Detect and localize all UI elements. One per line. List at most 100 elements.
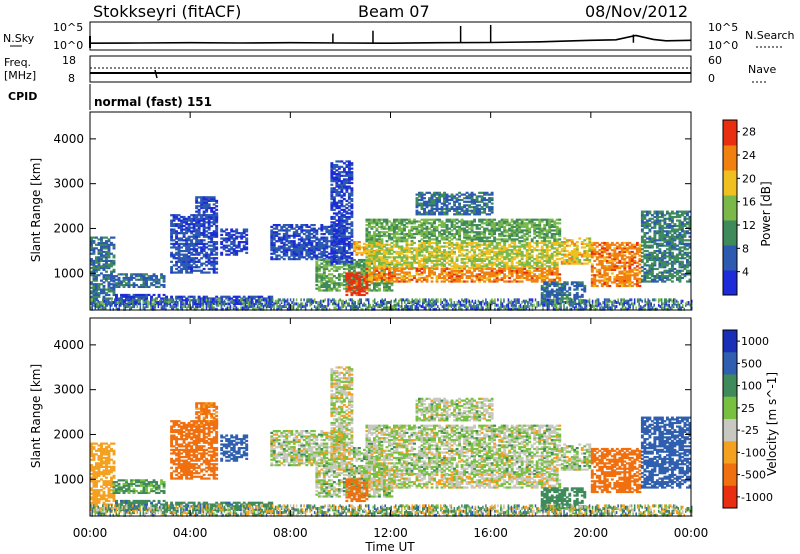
- power-cell: [232, 295, 236, 298]
- power-cell: [357, 241, 361, 244]
- power-cell: [302, 243, 306, 246]
- power-cell: [100, 236, 103, 239]
- power-cell: [560, 297, 564, 300]
- power-cell: [275, 250, 279, 254]
- power-cell: [192, 215, 196, 219]
- power-cell: [403, 234, 406, 237]
- power-cell: [382, 243, 386, 246]
- power-cell: [102, 241, 106, 245]
- power-cell: [375, 229, 379, 232]
- power-cell: [105, 261, 108, 264]
- power-cell: [240, 249, 244, 253]
- power-cell: [315, 278, 319, 281]
- power-cell: [475, 258, 479, 261]
- power-cell: [573, 293, 577, 297]
- power-cell: [365, 288, 369, 291]
- power-cell: [400, 275, 404, 278]
- power-cell: [212, 206, 216, 210]
- power-cell: [300, 249, 304, 252]
- power-cell: [350, 251, 354, 254]
- power-cell: [215, 215, 219, 219]
- power-cell: [342, 208, 346, 211]
- power-cell: [390, 238, 394, 241]
- power-cell: [408, 247, 411, 250]
- power-cell: [320, 289, 324, 292]
- power-cell: [322, 266, 326, 269]
- power-cell: [550, 266, 554, 270]
- power-cell: [470, 197, 474, 200]
- power-cell: [498, 273, 502, 276]
- power-cell: [500, 249, 504, 252]
- power-cell: [207, 196, 211, 199]
- power-cell: [530, 240, 534, 243]
- power-cell: [450, 280, 454, 283]
- power-cell: [433, 273, 436, 276]
- power-cell: [405, 280, 409, 283]
- power-cell: [180, 258, 184, 262]
- power-cell: [110, 283, 113, 286]
- power-cell: [403, 263, 406, 266]
- power-cell: [423, 258, 426, 261]
- power-cell: [483, 259, 487, 263]
- power-cell: [583, 262, 587, 265]
- power-cell: [528, 222, 532, 225]
- power-cell: [558, 297, 562, 300]
- power-cell: [460, 241, 464, 245]
- power-cell: [458, 271, 462, 274]
- power-cell: [347, 235, 351, 238]
- power-cell: [232, 241, 236, 244]
- power-cell: [533, 236, 537, 239]
- power-cell: [317, 285, 321, 289]
- power-cell: [553, 223, 557, 227]
- power-cell: [503, 263, 507, 266]
- power-cell: [483, 247, 487, 250]
- power-cell: [510, 218, 514, 221]
- power-cell: [97, 295, 101, 298]
- power-cell: [573, 242, 577, 245]
- power-cell: [175, 253, 179, 256]
- power-cell: [367, 256, 371, 259]
- power-cell: [473, 206, 477, 209]
- power-cell: [435, 202, 439, 205]
- power-cell: [90, 258, 93, 261]
- power-cell: [565, 253, 569, 256]
- power-cell: [380, 227, 384, 230]
- power-cell: [418, 240, 421, 243]
- power-cell: [423, 202, 426, 205]
- power-cell: [235, 251, 239, 254]
- power-cell: [335, 230, 339, 233]
- power-cell: [352, 279, 356, 282]
- power-cell: [365, 271, 369, 274]
- power-cell: [332, 269, 336, 272]
- power-cell: [292, 236, 296, 239]
- power-cell: [455, 222, 459, 225]
- power-cell: [488, 220, 492, 223]
- power-cell: [350, 228, 354, 231]
- power-cell: [420, 238, 424, 241]
- power-cell: [240, 248, 244, 251]
- power-cell: [483, 236, 487, 239]
- power-cell: [403, 273, 406, 276]
- power-cell: [508, 243, 512, 246]
- power-cell: [232, 253, 236, 256]
- power-cell: [335, 165, 339, 168]
- power-cell: [335, 205, 339, 208]
- power-cell: [435, 193, 439, 196]
- power-cell: [528, 273, 532, 276]
- power-cell: [207, 224, 211, 228]
- power-cell: [340, 194, 344, 197]
- power-cell: [210, 237, 214, 240]
- power-cell: [435, 218, 439, 221]
- power-cell: [380, 259, 384, 263]
- power-cell: [162, 278, 166, 281]
- power-cell: [445, 218, 449, 221]
- power-cell: [445, 256, 449, 259]
- power-cell: [95, 295, 98, 298]
- power-cell: [520, 234, 524, 237]
- power-cell: [107, 254, 111, 257]
- power-cell: [435, 240, 439, 243]
- power-cell: [357, 264, 361, 267]
- power-cell: [372, 252, 376, 255]
- power-cell: [455, 193, 459, 196]
- power-cell: [335, 163, 339, 167]
